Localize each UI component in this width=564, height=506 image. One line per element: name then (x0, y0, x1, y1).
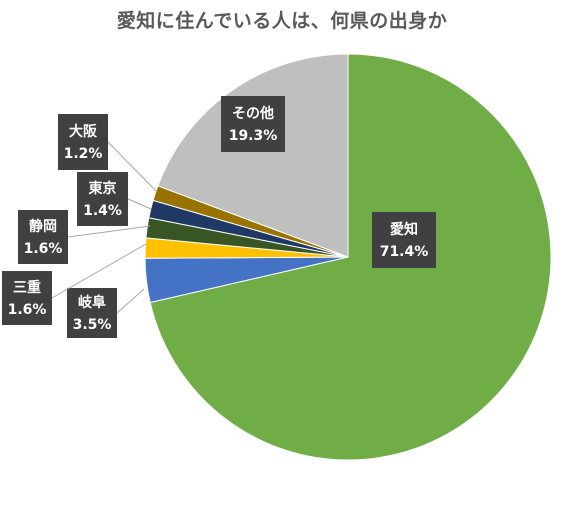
data-label-box (58, 114, 108, 170)
data-label-静岡: 静岡 1.6% (18, 210, 68, 264)
data-label-三重: 三重 1.6% (2, 271, 52, 325)
data-label-category: 東京 (89, 180, 117, 197)
data-label-box (18, 210, 68, 264)
data-label-percent: 3.5% (73, 317, 112, 333)
pie-slice-その他 (157, 53, 349, 258)
leader-line-東京 (127, 198, 152, 210)
data-label-percent: 1.6% (24, 241, 63, 257)
data-label-category: 静岡 (29, 218, 57, 235)
data-label-愛知: 愛知 71.4% (372, 212, 436, 268)
data-label-大阪: 大阪 1.2% (58, 114, 108, 170)
data-label-category: 大阪 (69, 123, 98, 140)
pie-slice-愛知 (149, 53, 552, 461)
data-label-box (372, 212, 436, 268)
data-label-category: その他 (232, 105, 274, 122)
data-label-東京: 東京 1.4% (77, 172, 128, 226)
data-label-percent: 19.3% (229, 128, 278, 144)
data-label-box (221, 96, 285, 152)
data-label-category: 岐阜 (78, 294, 106, 311)
data-label-category: 三重 (13, 279, 41, 296)
data-label-percent: 1.2% (64, 146, 103, 162)
leader-line-三重 (51, 243, 147, 299)
data-label-box (67, 288, 117, 338)
leader-line-大阪 (107, 141, 157, 192)
chart-title: 愛知に住んでいる人は、何県の出身か (116, 10, 448, 32)
data-label-percent: 1.6% (8, 302, 47, 318)
leader-line-岐阜 (116, 288, 145, 314)
data-label-category: 愛知 (390, 221, 418, 238)
data-label-percent: 1.4% (83, 203, 122, 219)
data-label-percent: 71.4% (380, 244, 429, 260)
leader-line-静岡 (67, 225, 151, 238)
data-label-box (2, 271, 52, 325)
data-label-岐阜: 岐阜 3.5% (67, 288, 117, 338)
data-label-box (77, 172, 128, 226)
data-label-その他: その他 19.3% (221, 96, 285, 152)
